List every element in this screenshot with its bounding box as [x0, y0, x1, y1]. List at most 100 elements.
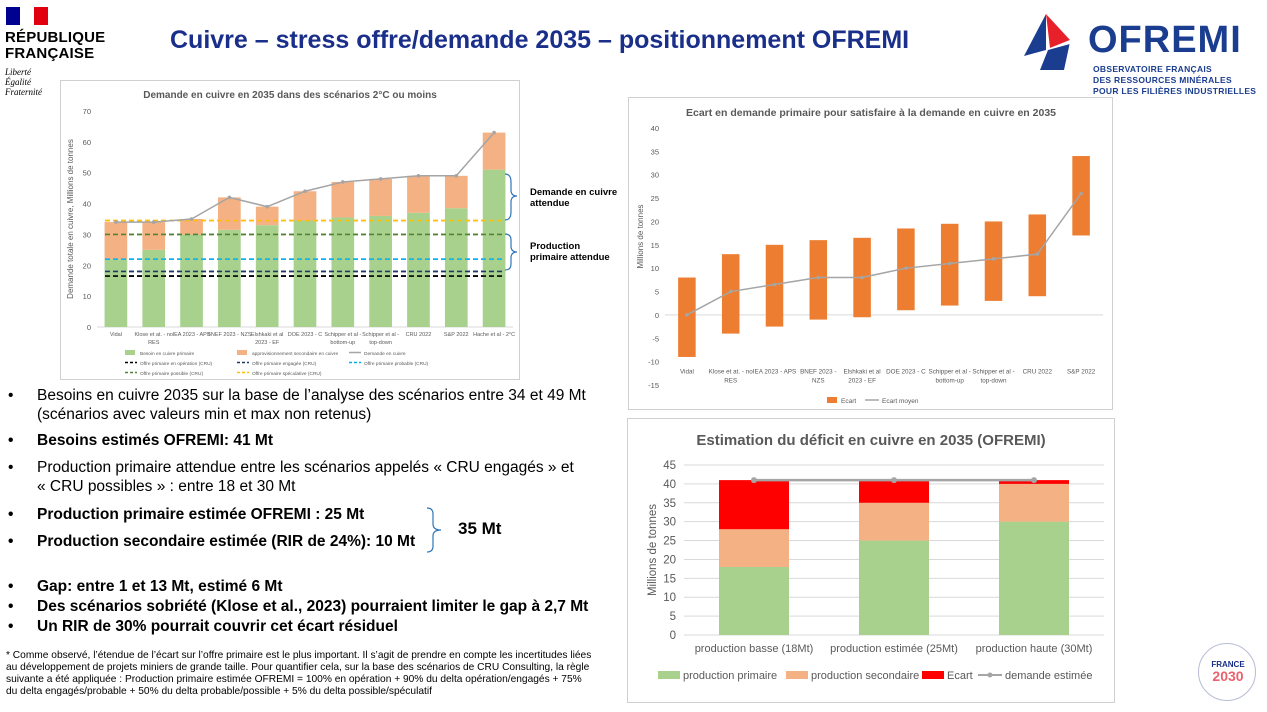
chart-title: Estimation du déficit en cuivre en 2035 …: [696, 432, 1045, 449]
footnote-line: suivante a été appliquée : Production pr…: [6, 674, 582, 685]
bar-secondary: [407, 175, 430, 213]
motto-liberte: Liberté: [5, 67, 31, 77]
mean-gap-point: [991, 257, 996, 261]
x-tick-label: top-down: [369, 340, 392, 346]
demand-point: [454, 174, 459, 178]
x-tick-label: DOE 2023 - C: [288, 332, 323, 338]
bullet-dot: •: [8, 387, 14, 404]
bar-primary: [719, 567, 789, 635]
gap-bar: [721, 254, 740, 334]
bullet-item: • Production secondaire estimée (RIR de …: [8, 532, 618, 551]
legend-label: Offre primaire spéculative (CRU): [252, 371, 322, 377]
demand-point: [1031, 477, 1037, 484]
y-tick-label: 40: [663, 479, 676, 491]
chart-deficit-panel: Estimation du déficit en cuivre en 2035 …: [627, 418, 1115, 703]
chart-deficit: Estimation du déficit en cuivre en 2035 …: [647, 432, 1104, 682]
production-brace-icon: [426, 507, 442, 553]
bullet-dot: •: [8, 598, 14, 615]
x-tick-label: BNEF 2023 -: [800, 369, 836, 376]
bullet-item: • Production primaire attendue entre les…: [8, 458, 618, 496]
annotation-demand-line2: attendue: [530, 198, 570, 209]
bar-secondary: [142, 222, 166, 250]
bar-secondary: [719, 529, 789, 567]
ofremi-wordmark: OFREMI: [1088, 19, 1242, 61]
bullet-dot: •: [8, 533, 14, 550]
y-tick-label: 0: [670, 630, 676, 642]
legend-label: Offre primaire possible (CRU): [140, 371, 203, 377]
y-tick-label: 0: [655, 311, 659, 320]
chart-title: Ecart en demande primaire pour satisfair…: [686, 107, 1056, 119]
france2030-top: FRANCE: [1211, 660, 1245, 669]
annotation-production-line2: primaire attendue: [530, 252, 610, 263]
x-tick-label: bottom-up: [936, 378, 965, 385]
y-tick-label: 0: [87, 323, 91, 332]
x-tick-label: RES: [148, 340, 160, 346]
bar-primary: [482, 169, 506, 327]
page-title: Cuivre – stress offre/demande 2035 – pos…: [170, 26, 910, 54]
footnote-line: * Comme observé, l’étendue de l’écart su…: [6, 650, 592, 661]
bar-primary: [859, 540, 929, 635]
republic-motto: Liberté Égalité Fraternité: [5, 67, 42, 97]
bullet-dot: •: [8, 459, 14, 476]
y-tick-label: 20: [651, 217, 659, 226]
bullet-item: • Gap: entre 1 et 13 Mt, estimé 6 Mt: [8, 577, 618, 596]
bar-secondary: [859, 502, 929, 541]
footnote-line: au développement de projets miniers de g…: [6, 662, 590, 673]
y-tick-label: 45: [663, 460, 676, 472]
x-tick-label: Schipper et al -: [929, 369, 971, 376]
mean-gap-point: [816, 275, 821, 280]
annotation-braces-icon: [504, 173, 518, 271]
mean-gap-point: [1035, 252, 1040, 256]
y-tick-label: 15: [651, 241, 659, 250]
legend-swatch: [237, 350, 247, 355]
legend-swatch: [658, 671, 680, 679]
mean-gap-point: [947, 261, 952, 266]
chart-title: Demande en cuivre en 2035 dans des scéna…: [143, 90, 437, 101]
x-tick-label: 2023 - EF: [255, 340, 280, 346]
y-tick-label: 5: [670, 611, 676, 623]
legend-label: production secondaire: [811, 670, 919, 682]
x-tick-label: bottom-up: [330, 340, 355, 346]
bar-secondary: [218, 197, 241, 230]
legend-swatch: [786, 671, 808, 679]
x-tick-label: S&P 2022: [444, 332, 469, 338]
x-tick-label: Hache et al - 2°C: [473, 332, 515, 338]
x-tick-label: Klose et at. - no: [709, 369, 754, 376]
x-tick-label: NZS: [812, 378, 825, 385]
legend-label: production primaire: [683, 670, 777, 682]
france2030-bottom: 2030: [1212, 668, 1244, 684]
annotation-demand-line1: Demande en cuivre: [530, 187, 618, 198]
ofremi-logo-icon: [1024, 14, 1070, 70]
bar-primary: [444, 208, 468, 327]
annotation-demand: Demande en cuivre attendue: [530, 187, 617, 209]
mean-gap-point: [685, 313, 689, 317]
y-tick-label: 35: [663, 498, 676, 510]
chart-gap: Ecart en demande primaire pour satisfair…: [636, 107, 1103, 405]
french-flag-icon: [6, 7, 48, 25]
demand-point: [227, 195, 232, 200]
x-tick-label: production estimée (25Mt): [830, 643, 958, 655]
motto-fraternite: Fraternité: [5, 87, 42, 97]
republique-line-1: RÉPUBLIQUE: [5, 29, 106, 46]
legend-label: Demande en cuivre: [364, 351, 406, 357]
ofremi-tagline-2: DES RESSOURCES MINÉRALES: [1093, 75, 1232, 85]
mean-gap-line: [686, 192, 1082, 316]
legend-label: Ecart moyen: [882, 398, 919, 405]
y-tick-label: 30: [663, 517, 676, 529]
bullet-text: Production secondaire estimée (RIR de 24…: [37, 533, 416, 550]
y-tick-label: 50: [83, 169, 91, 178]
footnote: * Comme observé, l’étendue de l’écart su…: [6, 650, 621, 698]
mean-gap-point: [1079, 191, 1083, 196]
demand-point: [114, 220, 118, 224]
bar-primary: [331, 217, 355, 327]
bullet-item: • Un RIR de 30% pourrait couvrir cet éca…: [8, 617, 618, 636]
bullet-text: Production primaire attendue entre les s…: [37, 459, 574, 476]
y-tick-label: 20: [83, 261, 91, 270]
x-tick-label: IEA 2023 - APS: [753, 369, 796, 376]
x-tick-label: top-down: [981, 378, 1007, 385]
x-tick-label: production basse (18Mt): [695, 643, 814, 655]
x-tick-label: Elshkaki et al: [844, 369, 881, 376]
bullet-dot: •: [8, 618, 14, 635]
y-tick-label: 10: [651, 264, 659, 273]
bullet-dot: •: [8, 506, 14, 523]
